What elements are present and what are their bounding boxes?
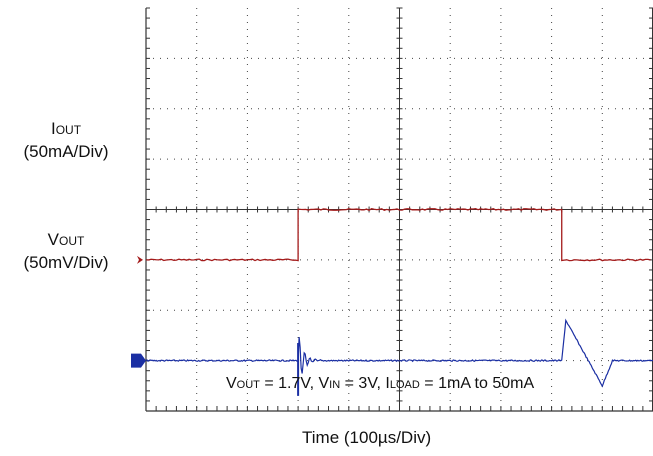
traces [145, 208, 653, 396]
cond-iload-main: I [385, 375, 390, 392]
test-conditions: VOUT = 1.7V, VIN = 3V, ILOAD = 1mA to 50… [226, 375, 534, 393]
iout-scale: (50mA/Div) [23, 142, 109, 161]
vout-channel-label: VOUT (50mV/Div) [0, 229, 132, 274]
iout-marker-icon [137, 255, 143, 264]
vout-name-sub: OUT [59, 234, 85, 248]
iout-name-sub: OUT [55, 123, 82, 137]
cond-vout-main: V [226, 375, 237, 392]
plot-frame [145, 7, 653, 412]
cond-vin-val: = 3V, [344, 375, 381, 392]
cond-vout-val: = 1.7V, [264, 375, 315, 392]
cond-iload-sub: LOAD [389, 379, 420, 391]
cond-iload-val: = 1mA to 50mA [424, 375, 535, 392]
vout-trace [145, 318, 653, 388]
iout-channel-label: IOUT (50mA/Div) [0, 118, 132, 163]
iout-name-main: I [50, 119, 56, 138]
vout-marker-icon [131, 353, 141, 368]
vout-scale: (50mV/Div) [23, 253, 109, 272]
channel-markers [131, 255, 146, 368]
vout-marker-tip [141, 353, 146, 368]
cond-vin-main: V [318, 375, 330, 392]
vout-name-main: V [47, 230, 59, 249]
cond-vin-sub: IN [329, 379, 341, 391]
x-axis-label: Time (100µs/Div) [302, 428, 432, 447]
cond-vout-sub: OUT [236, 379, 260, 391]
iout-trace [145, 208, 651, 262]
